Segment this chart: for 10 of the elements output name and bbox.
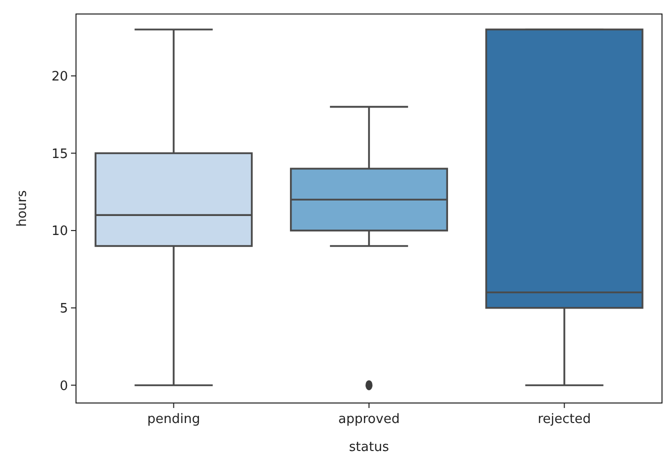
y-tick-label: 10 xyxy=(51,224,68,240)
y-tick-label: 5 xyxy=(60,301,68,316)
y-tick-label: 15 xyxy=(51,146,68,162)
x-axis-title: status xyxy=(349,440,390,455)
y-tick-label: 0 xyxy=(60,378,68,394)
x-tick-label: approved xyxy=(338,412,400,427)
x-tick-label: rejected xyxy=(538,412,591,427)
y-tick-label: 20 xyxy=(51,69,68,84)
x-tick-label: pending xyxy=(147,412,200,427)
y-axis-title: hours xyxy=(15,190,30,227)
